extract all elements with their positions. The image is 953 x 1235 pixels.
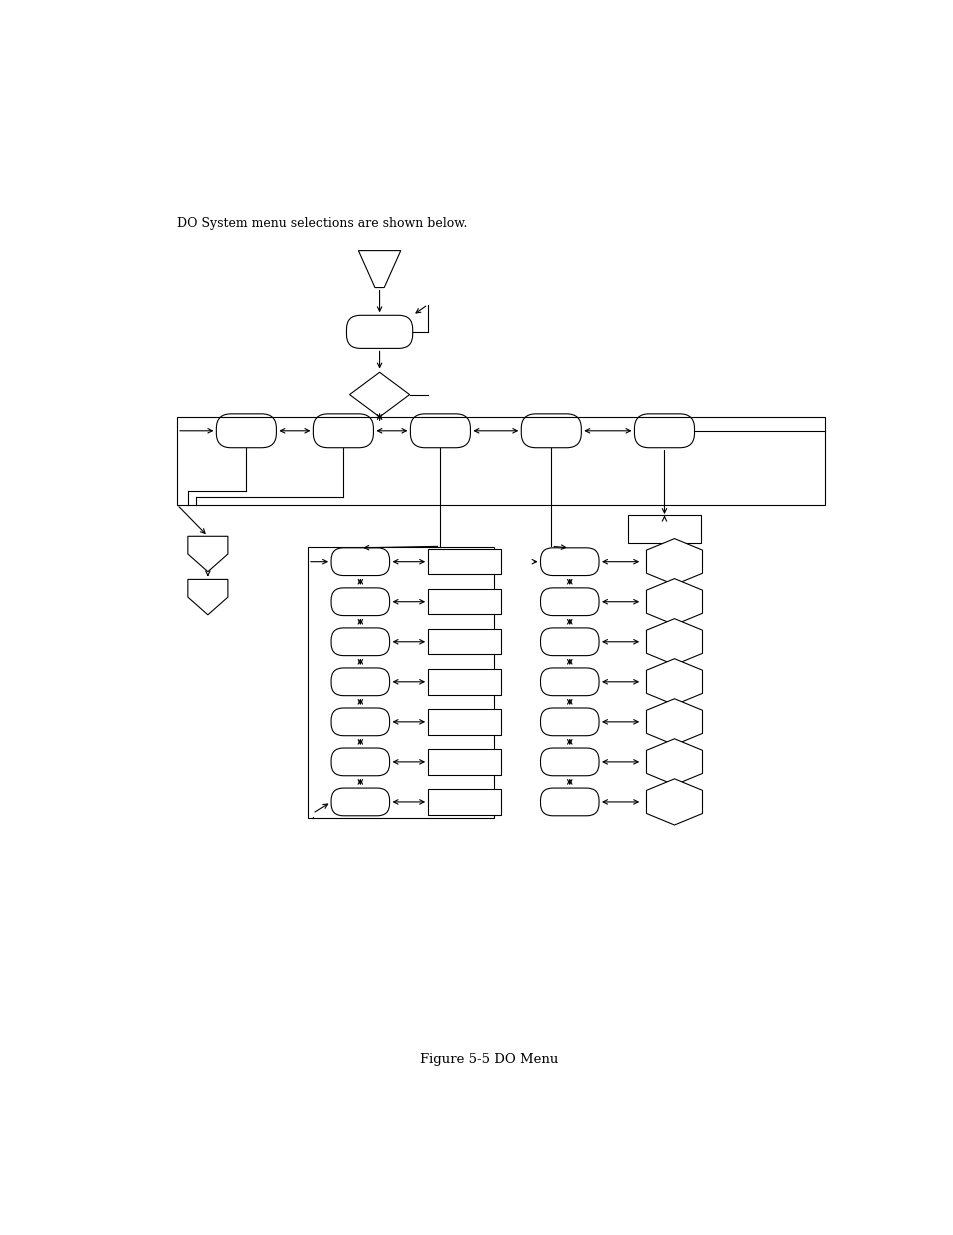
- FancyBboxPatch shape: [540, 548, 598, 576]
- FancyBboxPatch shape: [331, 748, 389, 776]
- Bar: [428, 789, 500, 815]
- FancyBboxPatch shape: [331, 708, 389, 736]
- Polygon shape: [646, 739, 701, 785]
- Polygon shape: [358, 251, 400, 288]
- Bar: [308, 547, 494, 818]
- Polygon shape: [349, 372, 409, 417]
- FancyBboxPatch shape: [313, 414, 373, 448]
- Bar: [428, 550, 500, 574]
- FancyBboxPatch shape: [346, 315, 413, 348]
- Polygon shape: [646, 538, 701, 585]
- FancyBboxPatch shape: [331, 668, 389, 695]
- Bar: [428, 750, 500, 774]
- FancyBboxPatch shape: [540, 748, 598, 776]
- Bar: [428, 589, 500, 615]
- Polygon shape: [646, 579, 701, 625]
- Polygon shape: [188, 579, 228, 615]
- Bar: [428, 709, 500, 735]
- FancyBboxPatch shape: [540, 588, 598, 615]
- Bar: [428, 629, 500, 655]
- FancyBboxPatch shape: [216, 414, 276, 448]
- Polygon shape: [646, 779, 701, 825]
- Polygon shape: [646, 658, 701, 705]
- FancyBboxPatch shape: [540, 788, 598, 816]
- FancyBboxPatch shape: [410, 414, 470, 448]
- Bar: [428, 669, 500, 694]
- FancyBboxPatch shape: [540, 708, 598, 736]
- FancyBboxPatch shape: [331, 588, 389, 615]
- FancyBboxPatch shape: [331, 548, 389, 576]
- FancyBboxPatch shape: [634, 414, 694, 448]
- Polygon shape: [188, 536, 228, 572]
- FancyBboxPatch shape: [540, 627, 598, 656]
- FancyBboxPatch shape: [331, 627, 389, 656]
- FancyBboxPatch shape: [520, 414, 580, 448]
- Text: Figure 5-5 DO Menu: Figure 5-5 DO Menu: [419, 1052, 558, 1066]
- Text: DO System menu selections are shown below.: DO System menu selections are shown belo…: [177, 217, 467, 231]
- Bar: [177, 417, 824, 505]
- Polygon shape: [646, 619, 701, 664]
- Polygon shape: [646, 699, 701, 745]
- Bar: [628, 515, 700, 543]
- FancyBboxPatch shape: [331, 788, 389, 816]
- FancyBboxPatch shape: [540, 668, 598, 695]
